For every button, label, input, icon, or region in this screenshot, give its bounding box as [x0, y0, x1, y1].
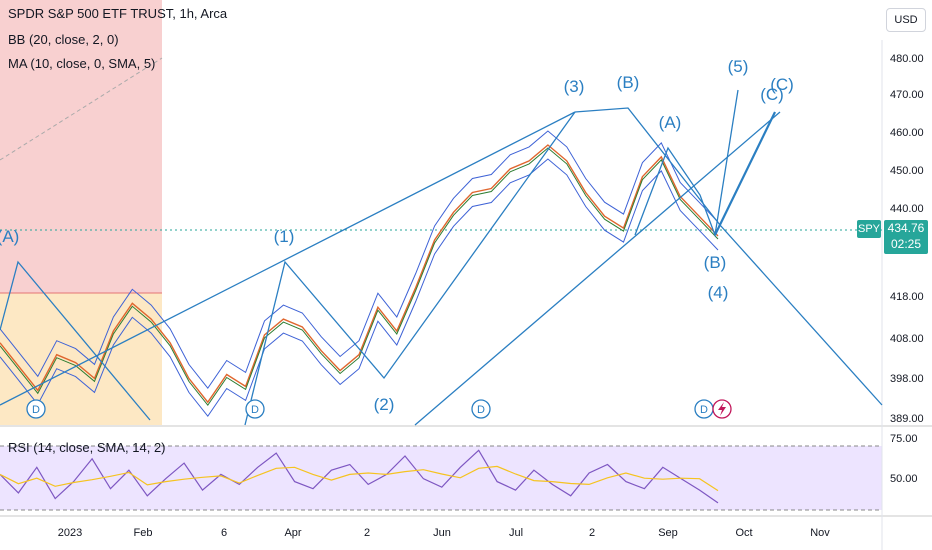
- time-tick-label: Sep: [658, 527, 678, 539]
- price-tick-label: 470.00: [890, 89, 924, 101]
- time-tick-label: 2: [364, 527, 370, 539]
- price-line: [0, 147, 719, 407]
- wave-label: (B): [704, 253, 727, 272]
- wave-label: (5): [728, 57, 749, 76]
- chart-title: SPDR S&P 500 ETF TRUST, 1h, Arca: [8, 6, 228, 21]
- wave-label: (3): [564, 77, 585, 96]
- bb-lower-band: [0, 158, 719, 418]
- wave-label: (A): [659, 113, 682, 132]
- wave-b-path: [574, 107, 883, 406]
- time-tick-label: 6: [221, 527, 227, 539]
- wave-label: (4): [708, 283, 729, 302]
- price-tick-label: 389.00: [890, 413, 924, 425]
- wave-label: (2): [374, 395, 395, 414]
- bb-upper-band: [0, 130, 719, 390]
- dividend-marker-label: D: [477, 404, 485, 416]
- trend-dashed-line: [0, 57, 163, 161]
- time-tick-label: Apr: [284, 527, 301, 539]
- rsi-tick-label: 75.00: [890, 433, 918, 445]
- time-tick-label: Oct: [735, 527, 752, 539]
- time-tick-label: 2: [589, 527, 595, 539]
- price-tick-label: 460.00: [890, 127, 924, 139]
- dividend-marker[interactable]: [26, 399, 46, 419]
- wave-label: (1): [274, 227, 295, 246]
- wave-labels: (A) (1) (2) (3) (B) (A) (4) (B) (5) (C)(C): [0, 57, 794, 414]
- indicator-rsi-label[interactable]: RSI (14, close, SMA, 14, 2): [8, 440, 166, 455]
- bar-countdown: 02:25: [890, 237, 922, 251]
- ma-line: [0, 144, 719, 404]
- rsi-axis-ticks: 75.00 50.00: [890, 433, 918, 485]
- rsi-band: [0, 446, 882, 510]
- price-tick-label: 440.00: [890, 203, 924, 215]
- price-tick-label: 418.00: [890, 291, 924, 303]
- dividend-marker-label: D: [700, 404, 708, 416]
- lightning-icon: [718, 402, 726, 416]
- time-tick-label: Feb: [134, 527, 153, 539]
- rsi-series: [0, 449, 719, 504]
- wave-drawings: [0, 89, 883, 426]
- bullish-zone: [0, 0, 162, 293]
- wave-impulse-path: [244, 111, 576, 426]
- price-tick-label: 408.00: [890, 333, 924, 345]
- channel-upper: [0, 111, 576, 406]
- dividend-marker[interactable]: [245, 399, 265, 419]
- price-axis-ticks: 480.00 470.00 460.00 450.00 440.00 418.00 408.…: [890, 53, 924, 425]
- time-tick-label: 2023: [58, 527, 82, 539]
- price-tick-label: 450.00: [890, 165, 924, 177]
- price-value: 434.76: [887, 221, 925, 235]
- time-tick-label: Jul: [509, 527, 523, 539]
- indicator-bb-label[interactable]: BB (20, close, 2, 0): [8, 32, 119, 47]
- wave-label: (C): [770, 75, 794, 94]
- price-badge: 434.76 02:25: [884, 220, 928, 254]
- symbol-badge: SPY: [857, 220, 881, 238]
- dividend-marker-label: D: [251, 404, 259, 416]
- rsi-line: [0, 449, 719, 504]
- channel-lower: [414, 111, 781, 426]
- time-axis-ticks: 2023 Feb 6 Apr 2 Jun Jul 2 Sep Oct Nov: [58, 527, 831, 539]
- wave-c-path: [714, 111, 776, 236]
- rsi-ma-line: [0, 465, 719, 492]
- dividend-marker[interactable]: [471, 399, 491, 419]
- wave-abc-left: [0, 260, 151, 421]
- currency-button[interactable]: USD: [886, 8, 926, 32]
- time-tick-label: Nov: [810, 527, 830, 539]
- price-tick-label: 480.00: [890, 53, 924, 65]
- wave-a-path: [634, 89, 739, 238]
- dividend-marker-label: D: [32, 404, 40, 416]
- price-tick-label: 398.00: [890, 373, 924, 385]
- wave-label: (B): [617, 73, 640, 92]
- wave-label: (C): [760, 85, 784, 104]
- price-series: [0, 130, 719, 418]
- rsi-tick-label: 50.00: [890, 473, 918, 485]
- wave-label: (A): [0, 227, 19, 246]
- time-tick-label: Jun: [433, 527, 451, 539]
- indicator-ma-label[interactable]: MA (10, close, 0, SMA, 5): [8, 56, 156, 71]
